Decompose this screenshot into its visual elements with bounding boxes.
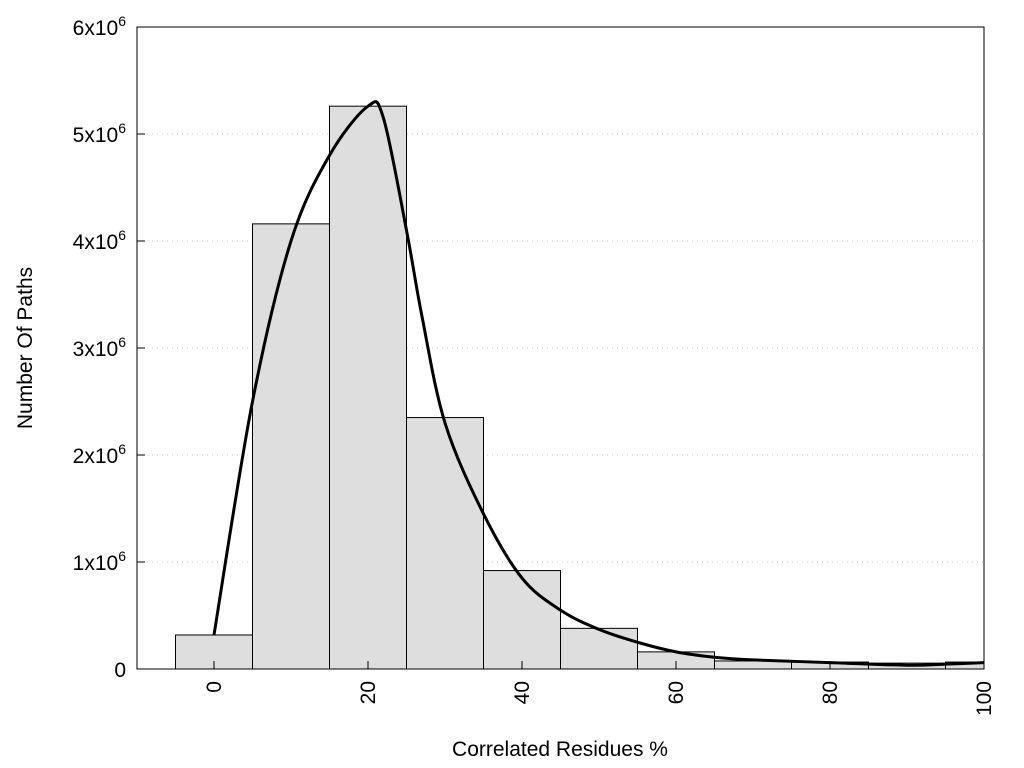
histogram-bar (252, 223, 330, 670)
x-tick-label: 60 (665, 681, 688, 704)
density-curve (212, 100, 985, 667)
y-tick-label: 2x106 (73, 441, 127, 468)
y-axis-label: Number Of Paths (14, 267, 37, 429)
histogram-bar (329, 105, 407, 670)
x-tick-label: 80 (819, 681, 842, 704)
y-tick-label: 1x106 (73, 548, 127, 575)
histogram-bar (560, 627, 638, 670)
y-tick-label: 4x106 (73, 227, 127, 254)
y-tick-label: 0 (114, 659, 126, 682)
y-tick-label: 6x106 (73, 13, 127, 40)
x-axis-ticks: 0 20 40 60 80 100 (203, 661, 996, 716)
y-tick-label: 3x106 (73, 334, 127, 361)
bars (175, 105, 985, 670)
histogram-bar (483, 570, 561, 670)
x-tick-label: 40 (511, 681, 534, 704)
x-axis-label: Correlated Residues % (452, 738, 668, 761)
x-tick-label: 20 (357, 681, 380, 704)
grid-lines (137, 133, 984, 563)
x-tick-label: 100 (973, 681, 996, 716)
y-tick-label: 5x106 (73, 120, 127, 147)
y-axis-ticks: 0 1x106 2x106 3x106 4x106 5x106 6x106 (73, 13, 145, 682)
histogram-bar (406, 417, 484, 670)
x-tick-label: 0 (203, 681, 226, 693)
